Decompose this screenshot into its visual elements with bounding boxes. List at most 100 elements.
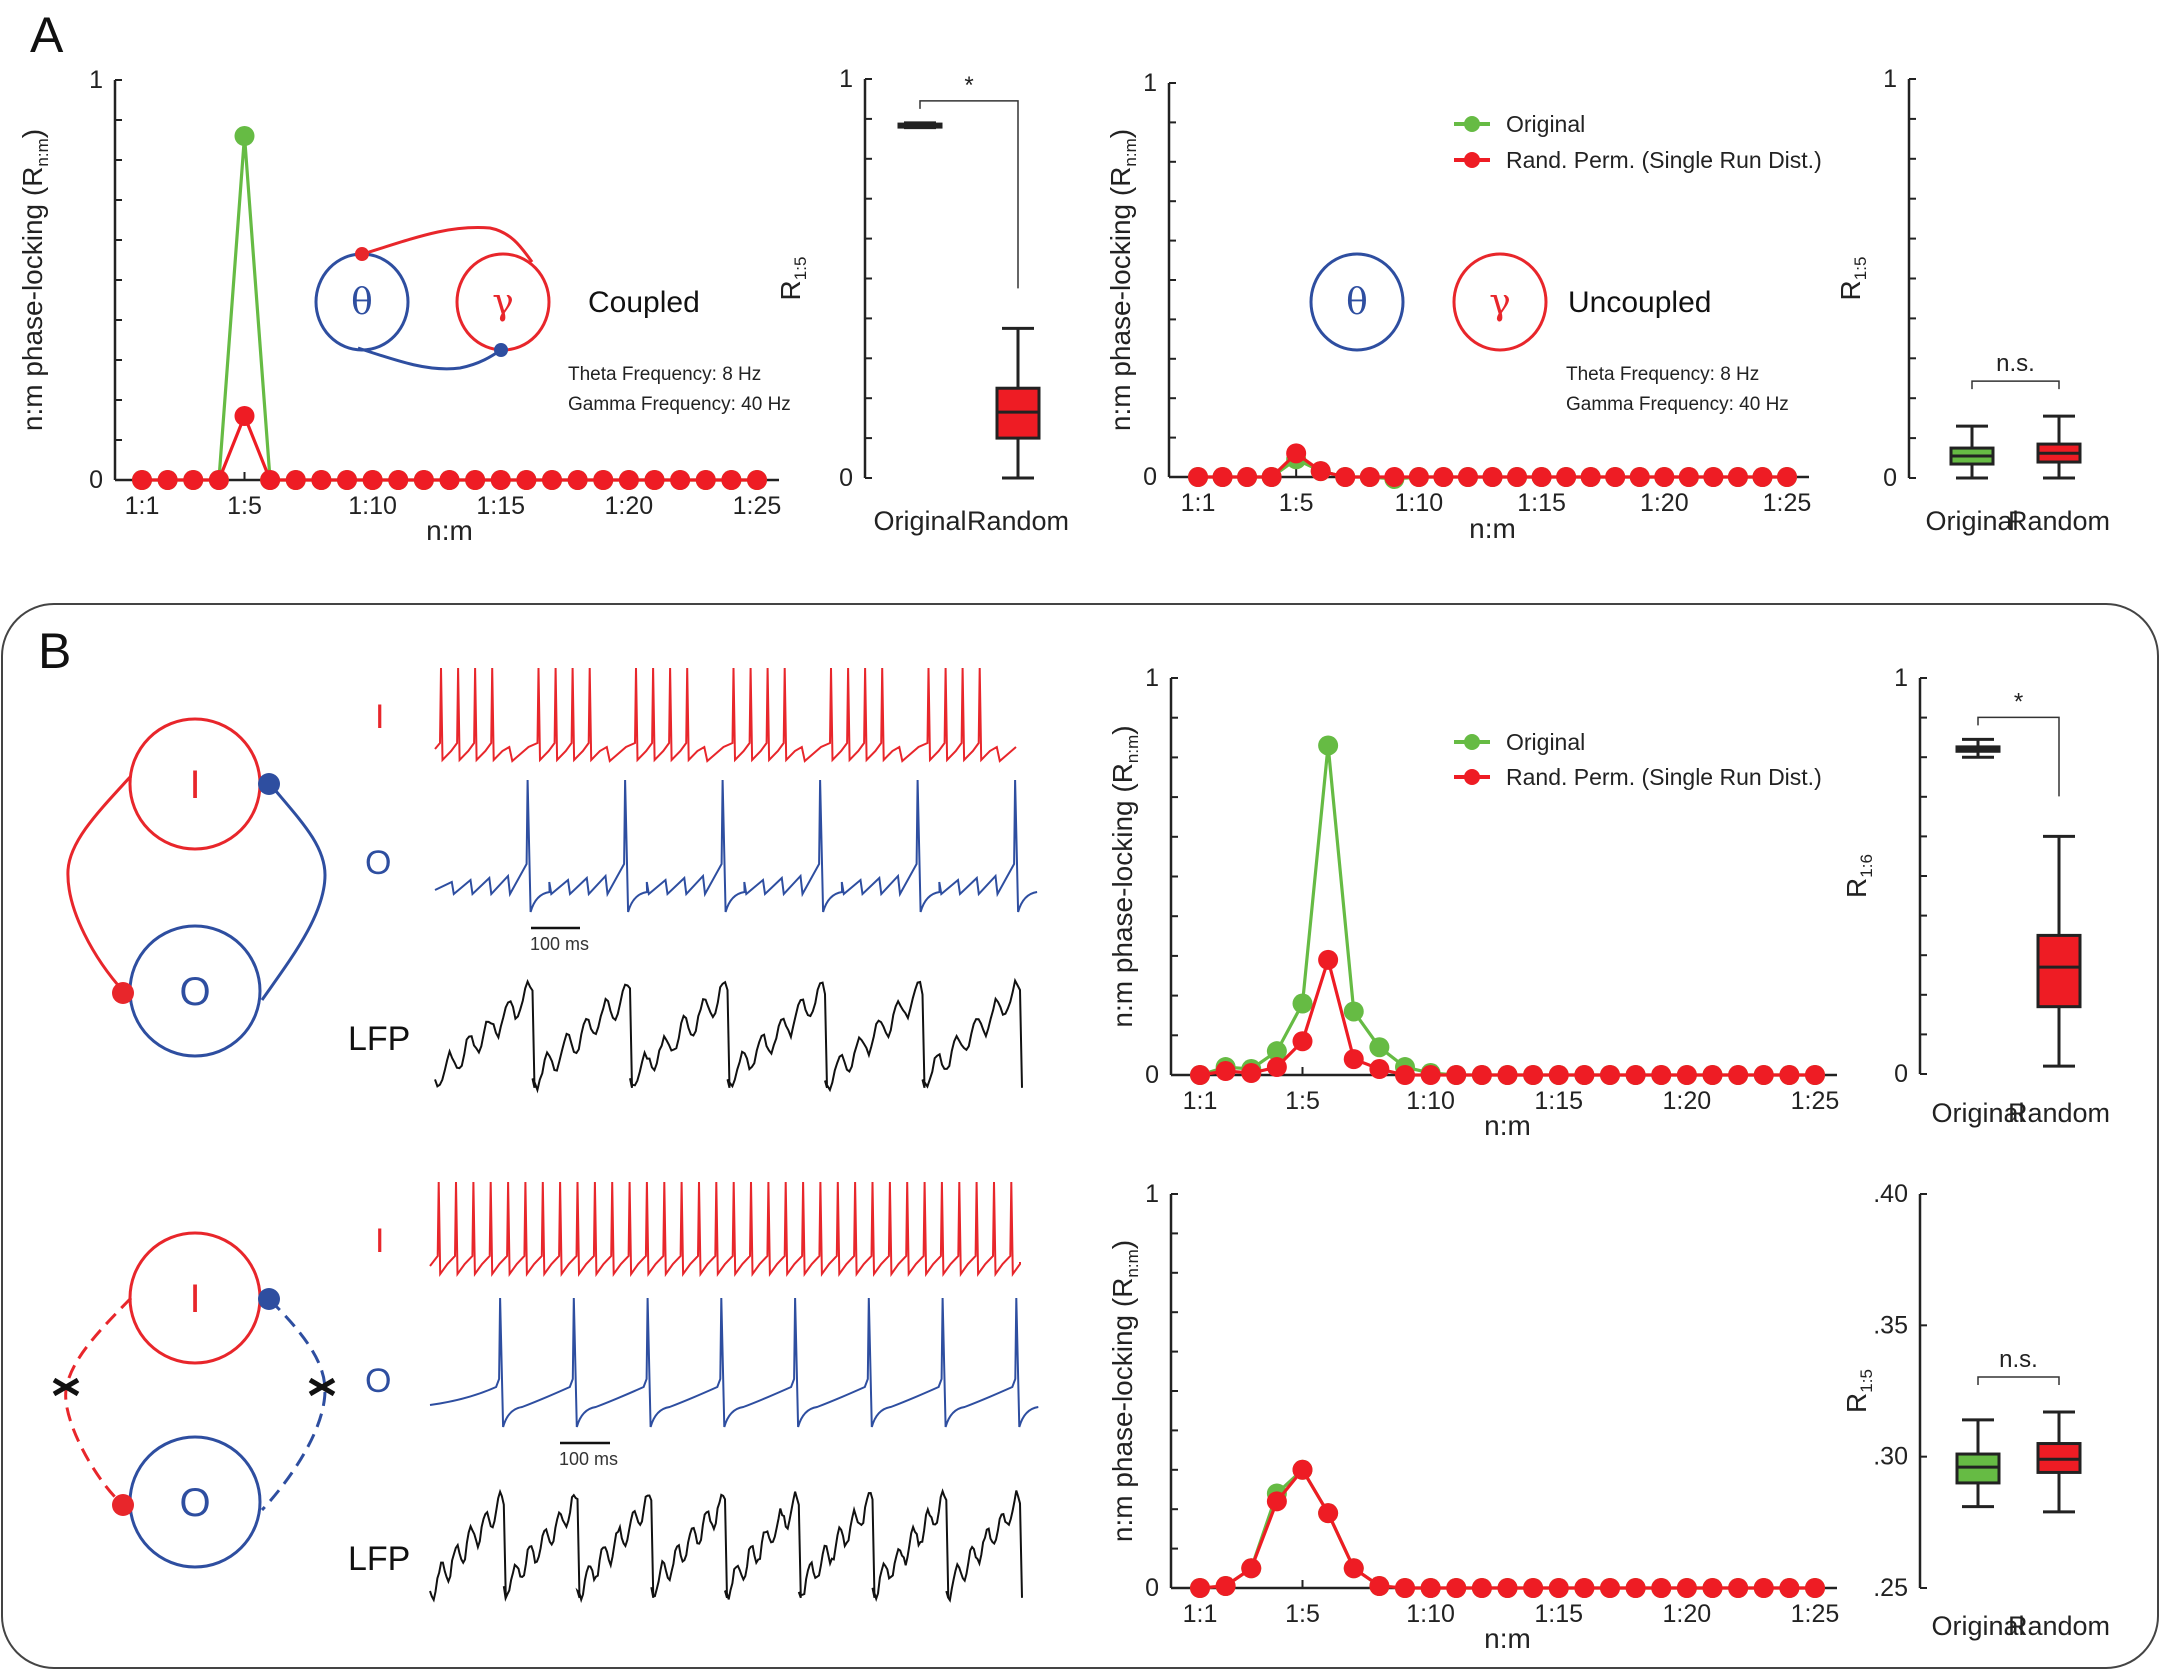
inhibitory-synapse-dot xyxy=(355,247,369,261)
box-original xyxy=(1949,424,1995,480)
data-point xyxy=(1343,1558,1364,1579)
legend-marker-original xyxy=(1464,116,1480,132)
y-tick-label: 0 xyxy=(1894,1060,1908,1088)
y-axis-label: n:m phase-locking (Rn:m) xyxy=(1105,129,1140,431)
i-node-label: I xyxy=(189,1277,200,1321)
trace-label-o-bottom: O xyxy=(365,1362,391,1400)
data-point xyxy=(234,126,255,146)
category-label: Original xyxy=(1931,1098,2024,1128)
condition-label: Uncoupled xyxy=(1568,286,1711,319)
x-tick-label: 1:20 xyxy=(1663,1087,1712,1115)
x-tick-label: 1:10 xyxy=(348,492,397,520)
data-point xyxy=(1335,467,1356,487)
significance-bracket xyxy=(1971,380,2060,390)
o-to-i-connection-dashed xyxy=(260,1298,327,1512)
gamma-frequency: Gamma Frequency: 40 Hz xyxy=(568,394,791,415)
data-point xyxy=(1190,1578,1210,1598)
series-random xyxy=(1190,949,1825,1085)
y-tick-label: .30 xyxy=(1873,1443,1908,1471)
x-tick-label: 1:15 xyxy=(476,492,525,520)
network-diagram-uncoupled: I O xyxy=(52,1231,336,1569)
panel-b-border xyxy=(1,603,2159,1669)
excitatory-synapse-dot xyxy=(494,343,508,357)
series-random xyxy=(1190,1459,1825,1598)
data-point xyxy=(1779,1065,1800,1085)
x-tick-label: 1:20 xyxy=(1640,489,1689,517)
data-point xyxy=(1548,1065,1569,1085)
significance-bracket xyxy=(919,100,1019,289)
x-tick-label: 1:10 xyxy=(1395,489,1444,517)
cut-x-icon-right xyxy=(308,1377,336,1397)
gamma-frequency: Gamma Frequency: 40 Hz xyxy=(1566,394,1789,415)
data-point xyxy=(1292,1031,1313,1052)
i-node-label: I xyxy=(189,763,200,807)
x-tick-label: 1:5 xyxy=(1285,1087,1320,1115)
data-point xyxy=(1497,1065,1518,1085)
data-point xyxy=(1676,1578,1697,1598)
data-point xyxy=(234,406,255,426)
theta-frequency: Theta Frequency: 8 Hz xyxy=(1566,364,1759,385)
data-point xyxy=(439,470,460,490)
x-tick-label: 1:25 xyxy=(1791,1600,1840,1628)
data-point xyxy=(1286,443,1307,464)
y-axis-label: n:m phase-locking (Rn:m) xyxy=(1107,1240,1142,1542)
data-point xyxy=(1369,1037,1390,1058)
data-point xyxy=(1753,1065,1774,1085)
data-point xyxy=(337,470,357,490)
data-point xyxy=(1343,1001,1364,1022)
data-point xyxy=(1359,467,1380,487)
i-trace-top xyxy=(434,667,1017,763)
data-point xyxy=(670,470,691,490)
y-axis-label: R1:5 xyxy=(1841,1369,1876,1413)
series-random xyxy=(1188,443,1797,487)
legend-marker-original xyxy=(1464,734,1480,750)
data-point xyxy=(1548,1578,1569,1598)
x-tick-label: 1:15 xyxy=(1534,1087,1583,1115)
trace-label-i-top: I xyxy=(375,698,384,736)
o-synapse-dot xyxy=(258,1288,280,1310)
data-point xyxy=(1266,1491,1287,1512)
data-point xyxy=(618,470,639,490)
y-tick-label: .35 xyxy=(1873,1311,1908,1339)
data-point xyxy=(1625,1578,1646,1598)
i-to-o-connection-dashed xyxy=(64,1296,133,1507)
box-iqr xyxy=(2036,933,2082,1009)
data-point xyxy=(183,470,204,490)
series-random xyxy=(132,406,767,490)
legend-label-random: Rand. Perm. (Single Run Dist.) xyxy=(1506,764,1822,790)
box-original xyxy=(1955,737,2001,759)
significance-label: n.s. xyxy=(1996,350,2035,377)
data-point xyxy=(157,470,178,490)
data-point xyxy=(1188,467,1208,487)
lfp-trace-top xyxy=(434,977,1023,1094)
legend-label-original: Original xyxy=(1506,111,1585,137)
x-tick-label: 1:1 xyxy=(1183,1087,1218,1115)
data-point xyxy=(1523,1578,1544,1598)
legend-a-uncoupled: Original Rand. Perm. (Single Run Dist.) xyxy=(1454,111,1822,173)
data-point xyxy=(311,470,332,490)
data-point xyxy=(567,470,588,490)
data-point xyxy=(1261,467,1282,487)
data-point xyxy=(1310,461,1331,482)
legend-label-original: Original xyxy=(1506,729,1585,755)
trace-label-lfp-top: LFP xyxy=(348,1020,410,1058)
data-point xyxy=(1318,735,1339,756)
significance-label: n.s. xyxy=(1999,1346,2038,1373)
data-point xyxy=(721,470,742,490)
y-axis-label: R1:5 xyxy=(1835,257,1870,301)
scale-bar-label-bottom: 100 ms xyxy=(559,1449,618,1469)
y-tick-label: .40 xyxy=(1873,1180,1908,1208)
box-random xyxy=(2036,1410,2082,1514)
data-point xyxy=(1702,1065,1723,1085)
y-tick-label: 0 xyxy=(839,464,853,492)
x-axis-label: n:m xyxy=(1484,1623,1531,1654)
gamma-to-theta-connection xyxy=(362,226,534,263)
data-point xyxy=(362,470,383,490)
data-point xyxy=(1212,467,1233,487)
data-point xyxy=(1408,467,1429,487)
i-synapse-dot xyxy=(112,1494,134,1516)
x-tick-label: 1:5 xyxy=(227,492,262,520)
x-tick-label: 1:20 xyxy=(605,492,654,520)
